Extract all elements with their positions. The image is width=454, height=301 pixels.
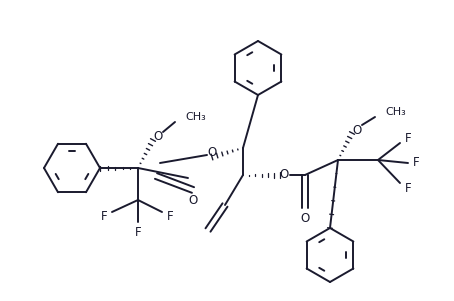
Text: F: F xyxy=(101,210,107,224)
Text: CH₃: CH₃ xyxy=(185,112,206,122)
Text: O: O xyxy=(188,194,197,206)
Text: O: O xyxy=(279,169,289,182)
Text: O: O xyxy=(352,123,362,136)
Text: F: F xyxy=(135,225,141,238)
Text: O: O xyxy=(153,131,163,144)
Text: CH₃: CH₃ xyxy=(385,107,406,117)
Text: F: F xyxy=(167,210,173,224)
Text: F: F xyxy=(405,182,411,194)
Text: F: F xyxy=(413,157,419,169)
Text: O: O xyxy=(207,147,217,160)
Text: O: O xyxy=(301,212,310,225)
Text: F: F xyxy=(405,132,411,144)
